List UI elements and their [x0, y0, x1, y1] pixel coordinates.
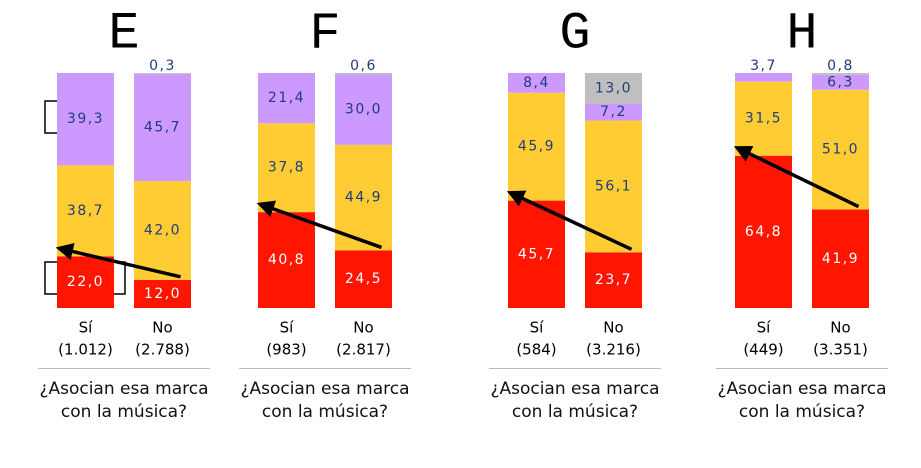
- value-label: 6,3: [827, 74, 854, 90]
- value-label: 3,7: [750, 58, 777, 74]
- bar-segment: [258, 123, 315, 213]
- bar-segment: [335, 250, 392, 308]
- question: ¿Asocian esa marca con la música?: [39, 379, 209, 422]
- sample-size: (2.788): [135, 341, 190, 359]
- category-label: Sí: [280, 319, 295, 337]
- bar-segment: [134, 279, 191, 308]
- bar-segment: [258, 212, 315, 308]
- question: ¿Asocian esa marca con la música?: [717, 379, 887, 422]
- bar-segment: [812, 74, 869, 90]
- bar-segment: [812, 209, 869, 308]
- bar-segment: [134, 73, 191, 182]
- value-label: 44,9: [345, 190, 382, 206]
- separator: [239, 368, 411, 369]
- value-label: 24,5: [345, 271, 382, 287]
- bar-segment: [508, 73, 565, 93]
- value-label: 8,4: [523, 75, 550, 91]
- separator: [489, 368, 661, 369]
- bar-segment: [735, 73, 792, 82]
- category-label: Sí: [530, 319, 545, 337]
- value-label: 40,8: [268, 252, 305, 268]
- bar-segment: [57, 73, 114, 166]
- panel-title: H: [786, 5, 817, 64]
- bar-segment: [258, 73, 315, 124]
- value-label: 45,7: [144, 119, 181, 135]
- value-label: 23,7: [595, 272, 632, 288]
- value-label: 45,9: [518, 139, 555, 155]
- bar-segment: [134, 181, 191, 280]
- value-label: 31,5: [745, 111, 782, 127]
- sample-size: (983): [266, 341, 306, 359]
- panel-title: G: [559, 5, 590, 64]
- category-label: No: [603, 319, 623, 337]
- value-label: 38,7: [67, 203, 104, 219]
- bar-segment: [57, 256, 114, 308]
- value-label: 0,8: [827, 58, 854, 74]
- bar-segment: [812, 73, 869, 75]
- value-label: 42,0: [144, 222, 181, 238]
- bar-segment: [57, 165, 114, 257]
- value-label: 7,2: [600, 104, 627, 120]
- panel-title: E: [108, 5, 139, 64]
- arrow: [733, 145, 860, 209]
- bar-segment: [134, 73, 191, 74]
- value-label: 0,6: [350, 58, 377, 74]
- separator: [38, 368, 210, 369]
- bar-segment: [335, 74, 392, 145]
- value-label: 30,0: [345, 102, 382, 118]
- sample-size: (3.216): [586, 341, 641, 359]
- category-label: No: [152, 319, 172, 337]
- question: ¿Asocian esa marca con la música?: [240, 379, 410, 422]
- value-label: 51,0: [822, 142, 859, 158]
- arrow: [506, 190, 633, 251]
- bar-segment: [508, 200, 565, 308]
- bar-segment: [735, 155, 792, 308]
- bar-segment: [585, 103, 642, 121]
- bar-segment: [585, 73, 642, 104]
- value-label: 13,0: [595, 80, 632, 96]
- sample-size: (449): [743, 341, 783, 359]
- value-label: 37,8: [268, 160, 305, 176]
- value-label: 22,0: [67, 274, 104, 290]
- arrow: [55, 242, 181, 279]
- category-label: Sí: [79, 319, 94, 337]
- value-label: 0,3: [149, 58, 176, 74]
- question: ¿Asocian esa marca con la música?: [490, 379, 660, 422]
- category-label: Sí: [757, 319, 772, 337]
- bar-segment: [735, 81, 792, 156]
- panel-title: F: [309, 5, 340, 64]
- sample-size: (3.351): [813, 341, 868, 359]
- separator: [716, 368, 888, 369]
- value-label: 12,0: [144, 286, 181, 302]
- value-label: 21,4: [268, 90, 305, 106]
- value-label: 45,7: [518, 246, 555, 262]
- value-label: 56,1: [595, 178, 632, 194]
- sample-size: (584): [516, 341, 556, 359]
- sample-size: (2.817): [336, 341, 391, 359]
- arrow: [256, 200, 383, 250]
- category-label: No: [830, 319, 850, 337]
- value-label: 41,9: [822, 251, 859, 267]
- bar-segment: [508, 92, 565, 201]
- value-label: 64,8: [745, 224, 782, 240]
- value-label: 39,3: [67, 111, 104, 127]
- category-label: No: [353, 319, 373, 337]
- bar-segment: [335, 73, 392, 75]
- sample-size: (1.012): [58, 341, 113, 359]
- bar-segment: [585, 252, 642, 308]
